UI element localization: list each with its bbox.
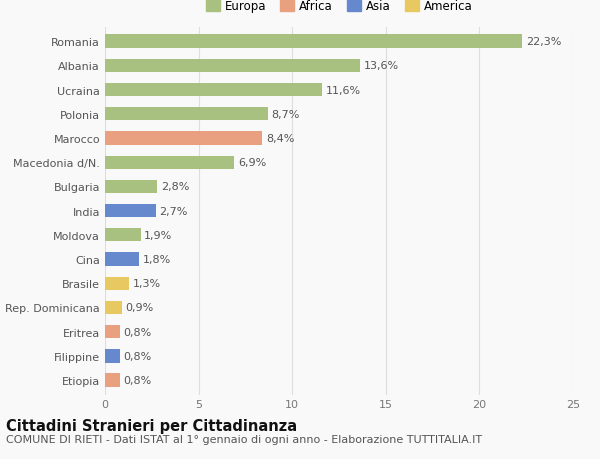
- Bar: [105, 35, 523, 49]
- Bar: [105, 205, 155, 218]
- Bar: [105, 253, 139, 266]
- Bar: [105, 229, 140, 242]
- Legend: Europa, Africa, Asia, America: Europa, Africa, Asia, America: [201, 0, 477, 18]
- Bar: [105, 374, 120, 387]
- Text: 0,8%: 0,8%: [124, 375, 152, 385]
- Text: 0,8%: 0,8%: [124, 351, 152, 361]
- Bar: [105, 277, 130, 290]
- Text: 1,9%: 1,9%: [145, 230, 173, 241]
- Text: COMUNE DI RIETI - Dati ISTAT al 1° gennaio di ogni anno - Elaborazione TUTTITALI: COMUNE DI RIETI - Dati ISTAT al 1° genna…: [6, 434, 482, 444]
- Bar: [105, 156, 234, 169]
- Text: 6,9%: 6,9%: [238, 158, 266, 168]
- Text: 1,3%: 1,3%: [133, 279, 161, 289]
- Text: 2,8%: 2,8%: [161, 182, 190, 192]
- Text: 11,6%: 11,6%: [326, 85, 361, 95]
- Bar: [105, 132, 262, 146]
- Bar: [105, 180, 157, 194]
- Bar: [105, 349, 120, 363]
- Text: 0,8%: 0,8%: [124, 327, 152, 337]
- Text: 22,3%: 22,3%: [526, 37, 562, 47]
- Bar: [105, 60, 359, 73]
- Text: Cittadini Stranieri per Cittadinanza: Cittadini Stranieri per Cittadinanza: [6, 418, 297, 433]
- Text: 0,9%: 0,9%: [125, 303, 154, 313]
- Bar: [105, 301, 122, 314]
- Text: 1,8%: 1,8%: [142, 254, 170, 264]
- Bar: [105, 108, 268, 121]
- Bar: [105, 84, 322, 97]
- Text: 13,6%: 13,6%: [364, 61, 398, 71]
- Bar: [105, 325, 120, 339]
- Text: 8,7%: 8,7%: [272, 110, 300, 119]
- Text: 8,4%: 8,4%: [266, 134, 295, 144]
- Text: 2,7%: 2,7%: [159, 206, 188, 216]
